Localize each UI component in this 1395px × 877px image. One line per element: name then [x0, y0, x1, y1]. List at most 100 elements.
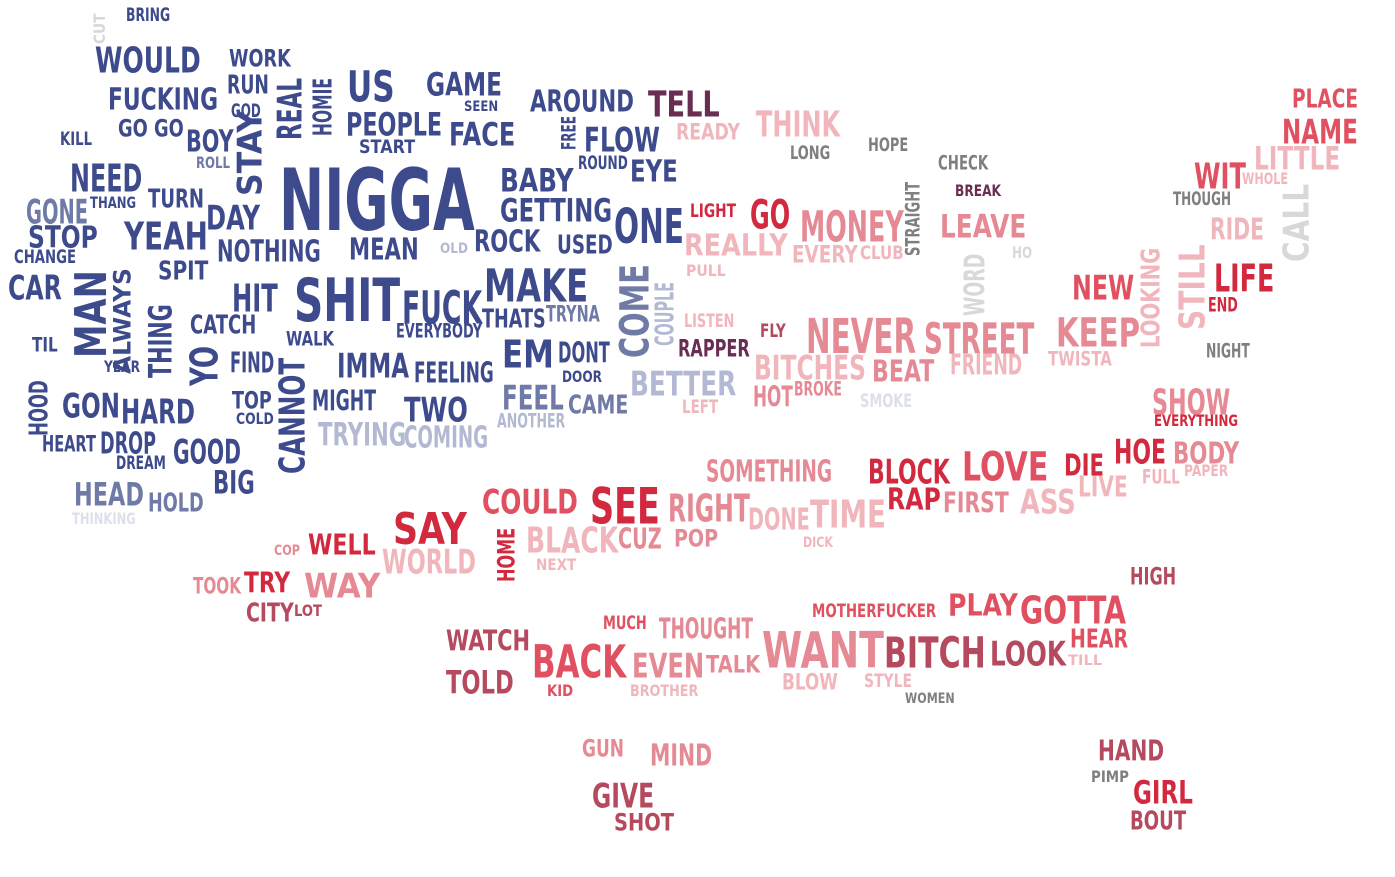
- word-till: TILL: [1068, 652, 1103, 669]
- word-lot: LOT: [294, 602, 322, 621]
- word-day: DAY: [206, 198, 260, 238]
- word-though: THOUGH: [1173, 188, 1232, 210]
- word-hot: HOT: [753, 381, 793, 414]
- word-think: THINK: [756, 104, 841, 146]
- word-would: WOULD: [95, 40, 201, 82]
- word-talk: TALK: [706, 651, 761, 679]
- word-time: TIME: [810, 492, 887, 537]
- word-ready: READY: [676, 119, 741, 145]
- word-way: WAY: [304, 566, 381, 606]
- word-one: ONE: [614, 199, 684, 255]
- word-roll: ROLL: [196, 154, 230, 173]
- word-look: LOOK: [990, 634, 1066, 674]
- word-mind: MIND: [650, 737, 713, 773]
- word-us: US: [347, 62, 395, 112]
- word-die: DIE: [1064, 447, 1105, 483]
- word-kid: KID: [547, 682, 574, 701]
- word-head: HEAD: [74, 477, 144, 514]
- word-new: NEW: [1072, 268, 1135, 308]
- word-really: REALLY: [684, 227, 788, 263]
- word-blow: BLOW: [782, 669, 838, 695]
- word-world: WORLD: [382, 542, 476, 582]
- word-dream: DREAM: [116, 452, 166, 474]
- word-end: END: [1208, 294, 1238, 317]
- word-looking: LOOKING: [1135, 247, 1166, 348]
- word-imma: IMMA: [337, 346, 410, 386]
- word-em: EM: [502, 332, 554, 377]
- word-free: FREE: [558, 116, 581, 150]
- word-trying: TRYING: [318, 417, 407, 454]
- word-little: LITTLE: [1254, 141, 1341, 178]
- word-something: SOMETHING: [706, 453, 833, 489]
- word-black: BLACK: [526, 520, 619, 562]
- word-high: HIGH: [1130, 563, 1177, 591]
- word-pimp: PIMP: [1091, 768, 1129, 787]
- word-check: CHECK: [938, 152, 989, 175]
- word-thing: THING: [143, 304, 180, 378]
- word-club: CLUB: [860, 242, 904, 264]
- word-well: WELL: [308, 529, 376, 562]
- word-car: CAR: [8, 268, 62, 308]
- word-gotta: GOTTA: [1020, 588, 1127, 633]
- word-hand: HAND: [1098, 735, 1165, 768]
- word-eye: EYE: [630, 153, 678, 189]
- word-dick: DICK: [803, 534, 833, 551]
- word-first: FIRST: [943, 487, 1009, 520]
- word-gon: GON: [62, 386, 121, 426]
- word-full: FULL: [1142, 466, 1180, 489]
- word-tryna: TRYNA: [546, 301, 600, 327]
- word-rap: RAP: [887, 481, 941, 517]
- word-everybody: EVERYBODY: [396, 320, 483, 343]
- word-cuz: CUZ: [618, 523, 662, 556]
- word-right: RIGHT: [668, 486, 750, 531]
- word-fuck: FUCK: [402, 281, 483, 335]
- word-rock: ROCK: [474, 223, 541, 259]
- word-give: GIVE: [592, 776, 655, 816]
- word-bitches: BITCHES: [754, 348, 866, 388]
- word-coming: COMING: [404, 419, 489, 455]
- word-god: GOD: [231, 100, 261, 122]
- word-getting: GETTING: [500, 193, 613, 230]
- word-another: ANOTHER: [497, 410, 566, 433]
- word-used: USED: [557, 229, 613, 260]
- word-go-go: GO GO: [118, 115, 184, 143]
- word-bring: BRING: [126, 4, 171, 26]
- word-paper: PAPER: [1184, 462, 1229, 481]
- word-still: STILL: [1172, 244, 1214, 330]
- word-see: SEE: [590, 477, 660, 536]
- word-much: MUCH: [603, 612, 647, 634]
- word-beat: BEAT: [872, 353, 935, 389]
- word-kill: KILL: [60, 128, 93, 150]
- word-run: RUN: [227, 69, 269, 100]
- word-flow: FLOW: [584, 120, 660, 160]
- word-told: TOLD: [446, 665, 514, 702]
- word-mean: MEAN: [349, 231, 419, 267]
- word-spit: SPIT: [158, 255, 209, 286]
- word-girl: GIRL: [1133, 775, 1193, 812]
- word-friend: FRIEND: [950, 349, 1023, 382]
- word-boy: BOY: [186, 123, 234, 159]
- word-show: SHOW: [1152, 382, 1231, 424]
- word-whole: WHOLE: [1242, 170, 1288, 189]
- word-drop: DROP: [100, 425, 157, 461]
- word-wit: WIT: [1194, 156, 1246, 198]
- word-brother: BROTHER: [630, 682, 699, 701]
- word-yeah: YEAH: [124, 214, 208, 259]
- word-try: TRY: [244, 567, 291, 600]
- word-city: CITY: [246, 597, 294, 628]
- word-next: NEXT: [536, 556, 577, 575]
- word-find: FIND: [230, 347, 275, 380]
- word-back: BACK: [532, 635, 627, 689]
- word-walk: WALK: [286, 328, 335, 351]
- word-need: NEED: [70, 156, 143, 201]
- word-change: CHANGE: [14, 246, 77, 268]
- word-body: BODY: [1173, 435, 1240, 471]
- word-could: COULD: [482, 482, 578, 522]
- word-never: NEVER: [806, 309, 917, 365]
- word-nothing: NOTHING: [217, 233, 321, 269]
- word-leave: LEAVE: [940, 209, 1027, 246]
- word-keep: KEEP: [1056, 310, 1141, 357]
- word-name: NAME: [1282, 112, 1358, 152]
- word-bitch: BITCH: [884, 628, 986, 678]
